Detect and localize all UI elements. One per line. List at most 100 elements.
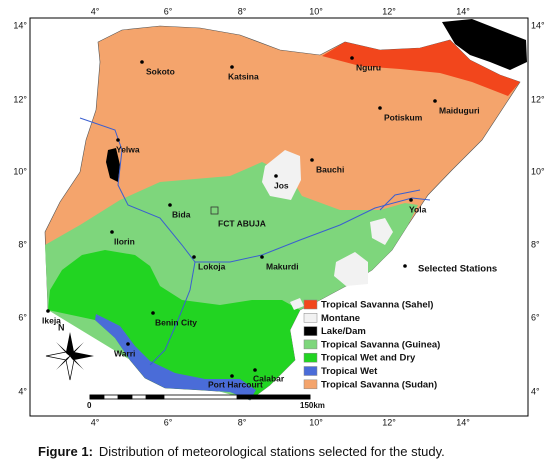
- station-label: Lokoja: [198, 261, 226, 271]
- station-dot: [253, 368, 257, 372]
- latitude-label: 6°: [531, 312, 540, 322]
- scale-start: 0: [87, 401, 92, 410]
- station-label: Potiskum: [384, 112, 423, 122]
- rivers: [79, 117, 431, 366]
- ticks: 4° 4° 6° 6° 8° 8° 10° 10° 12° 12° 14° 14° 14° 14° 12° 1…: [13, 6, 545, 427]
- longitude-label: 8°: [238, 417, 247, 427]
- latitude-label: 14°: [13, 20, 27, 30]
- capital-label: FCT ABUJA: [218, 218, 266, 228]
- zone-montane: [262, 150, 301, 200]
- station-label: Katsina: [228, 71, 259, 81]
- longitude-label: 6°: [164, 417, 173, 427]
- caption: Figure 1: Distribution of meteorological …: [38, 444, 445, 459]
- river: [195, 197, 431, 263]
- latitude-label: 12°: [531, 94, 545, 104]
- latitude-label: 4°: [531, 386, 540, 396]
- station-dot: [230, 374, 234, 378]
- longitude-label: 4°: [91, 417, 100, 427]
- legend-swatch: [303, 366, 318, 376]
- zone-sahel: [322, 40, 520, 96]
- latitude-label: 10°: [13, 166, 27, 176]
- zone-wet-dry: [48, 250, 300, 400]
- scale-bar: [89, 394, 311, 400]
- zones: [44, 19, 527, 401]
- scale-end: 150km: [300, 401, 325, 410]
- station-dot: [126, 342, 130, 346]
- longitude-label: 10°: [309, 6, 323, 16]
- latitude-label: 14°: [531, 20, 545, 30]
- station-label: Benin City: [155, 317, 197, 327]
- station-label: Yelwa: [116, 144, 140, 154]
- longitude-label: 4°: [91, 6, 100, 16]
- station-label: Ilorin: [114, 236, 135, 246]
- station-label: Port Harcourt: [208, 379, 263, 389]
- station-label: Ikeja: [42, 315, 61, 325]
- station-label: Jos: [274, 180, 289, 190]
- station-dot: [230, 65, 234, 69]
- zone-montane: [290, 298, 304, 310]
- legend-swatch: [303, 339, 318, 350]
- latitude-label: 6°: [18, 312, 27, 322]
- zone-montane: [370, 218, 393, 245]
- capital-marker: [210, 206, 219, 215]
- station-dot: [310, 158, 314, 162]
- legend-label: Tropical Savanna (Sudan): [321, 379, 437, 390]
- legend-swatch: [303, 313, 318, 323]
- longitude-label: 14°: [456, 417, 470, 427]
- caption-label: Figure 1:: [38, 444, 93, 459]
- river: [79, 117, 196, 366]
- legend-station-label: Selected Stations: [418, 264, 497, 275]
- lake: [442, 19, 527, 70]
- station-dot: [151, 311, 155, 315]
- legend-label: Tropical Savanna (Sahel): [321, 300, 433, 311]
- legend-label: Tropical Savanna (Guinea): [321, 339, 440, 350]
- caption-text: Distribution of meteorological stations …: [99, 444, 445, 459]
- legend-swatch: [303, 326, 318, 336]
- station-dot: [433, 99, 437, 103]
- longitude-label: 14°: [456, 6, 470, 16]
- latitude-label: 4°: [18, 386, 27, 396]
- station-label: Warri: [114, 348, 135, 358]
- station-label: Sokoto: [146, 66, 175, 76]
- legend-station-dot: [403, 264, 407, 268]
- stations: Sokoto Katsina Nguru Maiduguri Potiskum Yelwa…: [42, 56, 480, 389]
- station-dot: [260, 255, 264, 259]
- legend-label: Tropical Wet and Dry: [321, 353, 416, 364]
- longitude-label: 12°: [382, 417, 396, 427]
- legend-label: Lake/Dam: [321, 326, 366, 337]
- river: [379, 189, 421, 211]
- station-dot: [110, 230, 114, 234]
- station-label: Calabar: [253, 373, 285, 383]
- station-dot: [350, 56, 354, 60]
- north-arrow: [45, 332, 94, 381]
- station-label: Yola: [409, 204, 427, 214]
- lake: [106, 148, 120, 182]
- station-dot: [274, 174, 278, 178]
- station-dot: [409, 198, 413, 202]
- station-label: Nguru: [356, 62, 381, 72]
- zone-wet: [95, 314, 256, 400]
- latitude-label: 12°: [13, 94, 27, 104]
- longitude-label: 6°: [164, 6, 173, 16]
- station-dot: [192, 255, 196, 259]
- legend-label: Montane: [321, 313, 360, 324]
- legend-swatch: [303, 352, 318, 363]
- legend-label: Tropical Wet: [321, 366, 378, 377]
- legend: Tropical Savanna (Sahel) Montane Lake/Dam T…: [303, 299, 440, 390]
- station-dot: [378, 106, 382, 110]
- station-dot: [46, 309, 50, 313]
- station-label: Maiduguri: [439, 105, 480, 115]
- longitude-label: 10°: [309, 417, 323, 427]
- zone-montane: [334, 252, 368, 286]
- legend-swatch: [303, 299, 318, 310]
- latitude-label: 8°: [18, 239, 27, 249]
- station-dot: [168, 203, 172, 207]
- longitude-label: 8°: [238, 6, 247, 16]
- latitude-label: 10°: [531, 166, 545, 176]
- legend-swatch: [303, 379, 318, 390]
- station-dot: [140, 60, 144, 64]
- north-label: N: [58, 322, 65, 332]
- station-label: Bauchi: [316, 164, 344, 174]
